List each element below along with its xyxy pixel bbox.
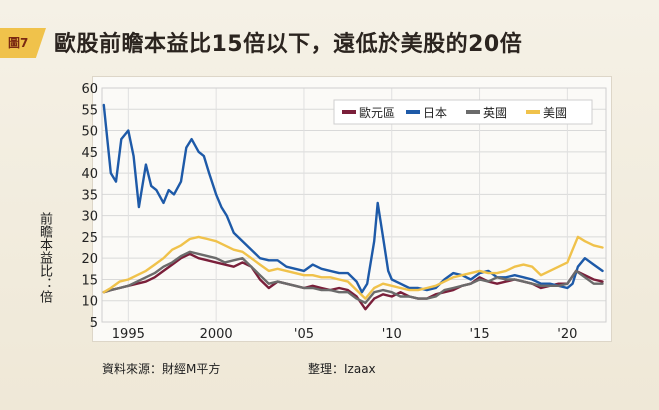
y-tick-label: 45 <box>81 146 98 161</box>
series-line-4 <box>102 235 604 300</box>
title-row: 圖7 歐股前瞻本益比15倍以下，遠低於美股的20倍 <box>0 18 659 70</box>
legend-label: 英國 <box>483 106 507 120</box>
series-line-2 <box>102 103 604 294</box>
y-tick-label: 15 <box>81 273 98 288</box>
x-tick-label: '20 <box>557 327 577 342</box>
source-note: 資料來源：財經M平方 <box>102 362 221 376</box>
figure-tag: 圖7 <box>0 28 46 58</box>
x-tick-label: '15 <box>469 327 489 342</box>
y-tick-label: 10 <box>81 295 98 310</box>
legend-label: 歐元區 <box>359 105 395 120</box>
x-tick-label: 1995 <box>112 327 145 342</box>
y-tick-label: 60 <box>81 82 98 97</box>
x-tick-label: '10 <box>382 327 402 342</box>
legend-label: 日本 <box>423 106 447 120</box>
x-tick-label: 2000 <box>200 327 233 342</box>
y-tick-label: 20 <box>81 252 98 267</box>
y-tick-label: 50 <box>81 125 98 140</box>
y-tick-label: 5 <box>90 316 98 331</box>
plot-frame <box>101 87 607 323</box>
legend-box <box>333 99 593 125</box>
legend-label: 美國 <box>543 106 567 120</box>
x-tick-label: '05 <box>294 327 314 342</box>
y-tick-label: 40 <box>81 167 98 182</box>
series-line-3 <box>102 250 604 305</box>
y-tick-label: 30 <box>81 210 98 225</box>
y-tick-label: 55 <box>81 103 98 118</box>
y-axis-label: 前瞻本益比：倍 <box>37 212 52 303</box>
page-title: 歐股前瞻本益比15倍以下，遠低於美股的20倍 <box>54 32 523 57</box>
editor-note: 整理：Izaax <box>308 362 376 376</box>
y-tick-label: 25 <box>81 231 98 246</box>
y-tick-label: 35 <box>81 188 98 203</box>
